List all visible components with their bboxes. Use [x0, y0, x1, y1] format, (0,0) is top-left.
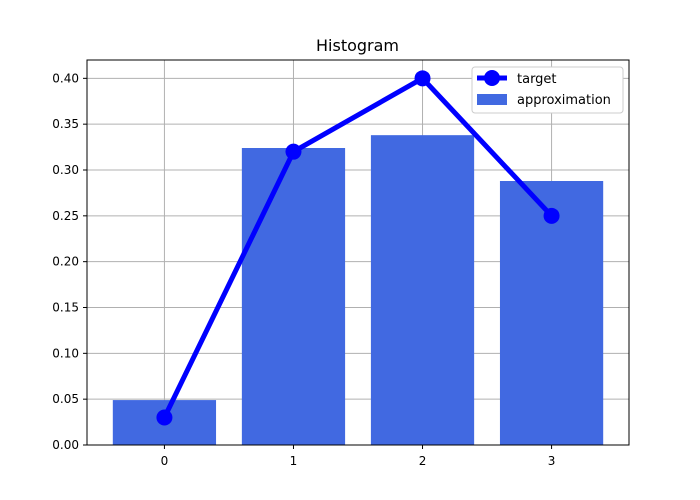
bar-approximation-1 — [241, 148, 346, 445]
y-tick-label: 0.20 — [52, 255, 79, 269]
x-tick-label: 2 — [419, 454, 427, 468]
y-tick-label: 0.25 — [52, 209, 79, 223]
target-point-1 — [285, 143, 302, 160]
y-tick-label: 0.35 — [52, 117, 79, 131]
legend: target approximation — [471, 66, 624, 114]
bars-layer — [112, 135, 604, 445]
legend-target-marker — [484, 70, 500, 86]
target-point-2 — [414, 70, 431, 87]
plot-frame — [86, 59, 630, 446]
y-tick-label: 0.40 — [52, 71, 79, 85]
y-axis: 0.00 0.05 0.10 0.15 0.20 0.25 0.30 0.35 0.40 — [52, 71, 87, 452]
legend-target-label: target — [517, 72, 557, 87]
y-tick-label: 0.15 — [52, 301, 79, 315]
target-line — [161, 75, 555, 420]
x-tick-label: 1 — [290, 454, 298, 468]
line-layer — [156, 70, 560, 426]
y-tick-label: 0.05 — [52, 392, 79, 406]
target-point-3 — [543, 207, 560, 224]
x-tick-label: 3 — [548, 454, 556, 468]
plot-area — [86, 59, 630, 446]
y-tick-label: 0.00 — [52, 438, 79, 452]
x-tick-label: 0 — [161, 454, 169, 468]
legend-approximation-label: approximation — [517, 93, 611, 108]
bar-approximation-2 — [370, 135, 475, 445]
y-tick-label: 0.10 — [52, 346, 79, 360]
x-axis: 0 1 2 3 — [161, 445, 556, 468]
legend-approximation-swatch — [477, 94, 507, 105]
chart-title: Histogram — [316, 36, 399, 55]
legend-box — [471, 66, 624, 114]
target-point-0 — [156, 409, 173, 426]
bar-approximation-3 — [499, 181, 604, 445]
y-tick-label: 0.30 — [52, 163, 79, 177]
